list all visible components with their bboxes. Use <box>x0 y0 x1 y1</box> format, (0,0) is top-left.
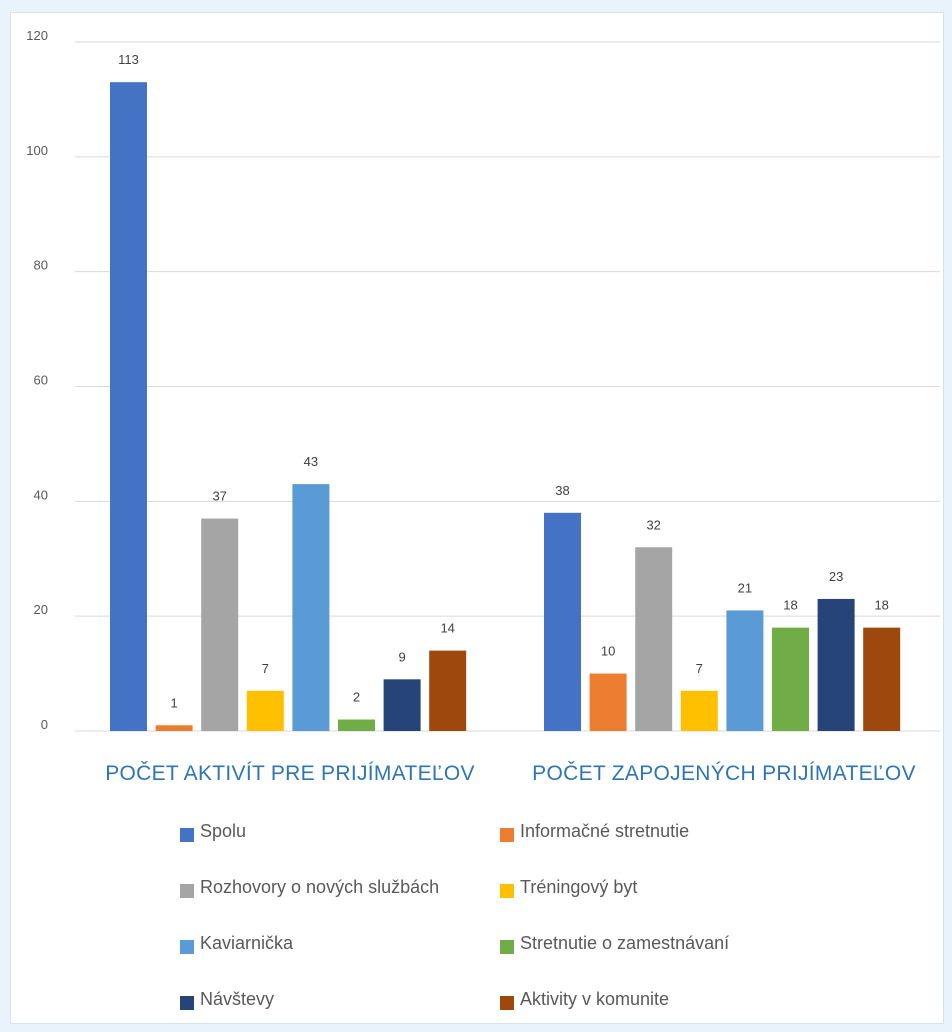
data-labels: 113 38 1 10 37 32 7 7 43 21 2 18 9 23 14 18 <box>118 52 889 710</box>
bar-stretnutie-o-zamestnávaní <box>338 719 375 731</box>
legend-label: Stretnutie o zamestnávaní <box>520 932 730 953</box>
legend-item: Stretnutie o zamestnávaní <box>500 932 729 954</box>
legend-item: Rozhovory o nových službách <box>180 876 439 898</box>
bar-rozhovory-o-nových-službách <box>201 518 239 731</box>
legend-swatch <box>500 996 514 1010</box>
y-tick-label: 80 <box>34 258 48 273</box>
data-label: 32 <box>646 517 660 532</box>
bar-návštevy <box>817 598 855 731</box>
bar-aktivity-v-komunite <box>429 650 467 731</box>
data-label: 7 <box>696 661 703 676</box>
data-label: 10 <box>601 644 615 659</box>
data-label: 2 <box>353 690 360 705</box>
legend-label: Návštevy <box>200 988 275 1009</box>
data-label: 21 <box>738 580 752 595</box>
y-tick-label: 100 <box>26 143 48 158</box>
chart-frame <box>10 12 944 1024</box>
data-label: 18 <box>874 598 888 613</box>
legend-swatch <box>500 828 514 842</box>
legend-label: Rozhovory o nových službách <box>200 876 440 897</box>
bar-stretnutie-o-zamestnávaní <box>772 627 809 731</box>
legend-item: Informačné stretnutie <box>500 820 689 842</box>
bar-informačné-stretnutie <box>589 673 627 731</box>
bar-návštevy <box>383 679 421 731</box>
y-tick-label: 0 <box>41 717 48 732</box>
y-tick-label: 40 <box>34 487 48 502</box>
data-label: 9 <box>398 649 405 664</box>
data-label: 23 <box>829 569 843 584</box>
y-tick-label: 20 <box>34 602 48 617</box>
bar-informačné-stretnutie <box>155 725 193 731</box>
bar-tréningový-byt <box>680 690 718 731</box>
data-label: 43 <box>304 454 318 469</box>
legend-swatch <box>500 940 514 954</box>
data-label: 18 <box>783 598 797 613</box>
legend-item: Návštevy <box>180 988 274 1010</box>
bars <box>110 82 901 732</box>
bar-kaviarnička <box>292 484 330 731</box>
data-label: 37 <box>212 489 226 504</box>
category-label: POČET ZAPOJENÝCH PRIJÍMATEĽOV <box>532 762 916 785</box>
legend-label: Spolu <box>200 820 247 841</box>
legend-label: Tréningový byt <box>520 876 638 897</box>
legend-swatch <box>180 996 194 1010</box>
bar-aktivity-v-komunite <box>863 627 901 731</box>
bar-kaviarnička <box>726 610 764 731</box>
legend-item: Tréningový byt <box>500 876 637 898</box>
legend-swatch <box>180 828 194 842</box>
legend-item: Kaviarnička <box>180 932 293 954</box>
legend-item: Aktivity v komunite <box>500 988 669 1010</box>
y-tick-label: 60 <box>34 373 48 388</box>
data-label: 7 <box>262 661 269 676</box>
bar-rozhovory-o-nových-službách <box>635 547 673 731</box>
legend-swatch <box>180 940 194 954</box>
category-labels: POČET AKTIVÍT PRE PRIJÍMATEĽOV POČET ZAPO… <box>105 762 916 785</box>
legend-label: Informačné stretnutie <box>520 820 690 841</box>
data-label: 113 <box>118 52 139 67</box>
category-label: POČET AKTIVÍT PRE PRIJÍMATEĽOV <box>105 762 475 785</box>
data-label: 1 <box>170 695 177 710</box>
y-tick-label: 120 <box>26 28 48 43</box>
bar-spolu <box>110 82 147 732</box>
legend-label: Kaviarnička <box>200 932 294 953</box>
legend-swatch <box>500 884 514 898</box>
data-label: 38 <box>555 483 569 498</box>
legend-item: Spolu <box>180 820 246 842</box>
legend-label: Aktivity v komunite <box>520 988 670 1009</box>
legend-swatch <box>180 884 194 898</box>
bar-spolu <box>544 512 581 731</box>
bar-tréningový-byt <box>246 690 284 731</box>
y-axis-ticks: 0 20 40 60 80 100 120 <box>26 28 48 732</box>
data-label: 14 <box>440 621 454 636</box>
